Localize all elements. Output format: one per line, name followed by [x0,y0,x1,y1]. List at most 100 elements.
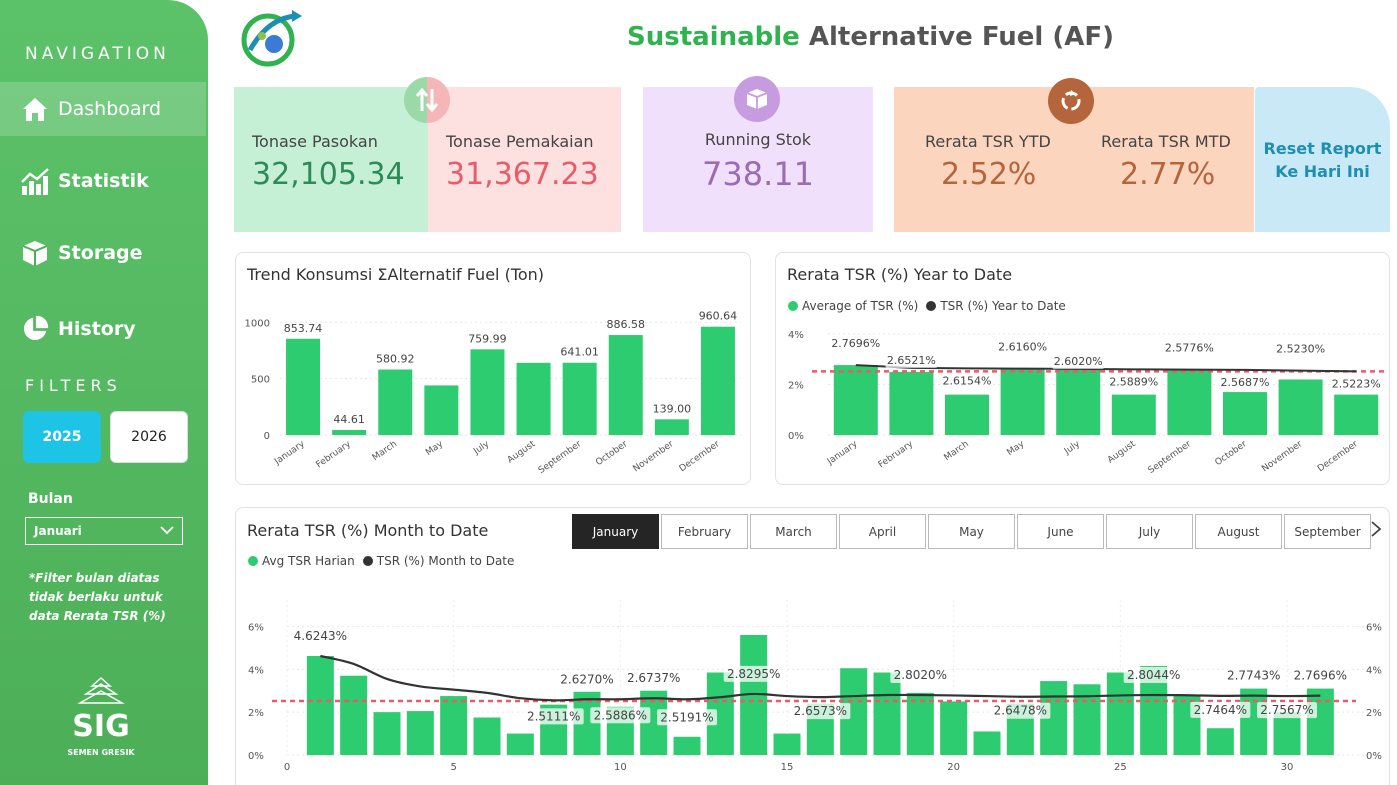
tab-may[interactable]: May [928,514,1015,549]
data-label-bg [1107,374,1160,390]
x-tick-label: 20 [947,762,960,773]
bar [306,656,334,755]
data-label-bg [1257,702,1317,719]
data-label: 44.61 [333,413,365,426]
data-label-bg [523,708,584,725]
data-label-bg [1190,701,1251,718]
data-label: 853.74 [284,322,323,335]
kpi-stok-label: Running Stok [704,130,812,149]
nav-item-label: History [58,318,136,340]
data-label-bg [1052,353,1105,369]
bar [773,733,801,755]
year-2026-button[interactable]: 2026 [110,411,188,463]
bar [516,362,551,435]
x-tick-label: March [371,439,399,463]
data-label: 641.01 [560,346,599,359]
legend: Avg TSR Harian TSR (%) Month to Date [248,554,514,568]
tab-april[interactable]: April [839,514,926,549]
bar [1334,394,1379,435]
data-label: 2.5776% [1165,342,1214,355]
kpi-stok-value: 738.11 [702,155,814,193]
year-2025-button[interactable]: 2025 [23,411,101,463]
x-tick-label: October [594,439,629,468]
y-tick-label: 0 [264,431,270,442]
legend-dot-ytd [926,301,937,311]
x-tick-label: September [1147,439,1194,476]
x-tick-label: 30 [1281,762,1294,773]
bar [945,394,989,435]
bar [1306,688,1334,755]
kpi-tsr-mtd-label: Rerata TSR MTD [1101,132,1231,151]
data-label: 2.6020% [1054,355,1103,368]
tab-july[interactable]: July [1106,514,1193,549]
legend-avg: Average of TSR (%) [802,299,919,313]
y-tick-label: 2% [788,381,804,392]
y-tick-label: 1000 [245,318,270,329]
bar [373,712,401,755]
data-label: 2.7464% [1194,703,1247,717]
tab-august[interactable]: August [1195,514,1282,549]
bar [973,731,1001,755]
x-tick-label: February [877,439,916,470]
data-label: 2.7567% [1260,703,1313,717]
nav-title: NAVIGATION [25,44,170,64]
bar [1073,684,1101,755]
bar [1223,392,1267,435]
nav-item-dashboard[interactable]: Dashboard [0,82,206,136]
box-icon [734,76,780,122]
chart-title: Rerata TSR (%) Month to Date [247,521,489,540]
reset-report-button[interactable]: Reset Report Ke Hari Ini [1255,87,1390,232]
bar [906,692,934,755]
tsr-mtd-panel: Rerata TSR (%) Month to Date Avg TSR Har… [235,507,1390,785]
nav-item-statistik[interactable]: Statistik [0,154,206,208]
legend-ytd: TSR (%) Year to Date [940,299,1066,313]
tsr-ytd-panel: Rerata TSR (%) Year to Date Average of T… [775,252,1390,485]
bar [440,696,468,755]
data-label: 4.6243% [294,629,347,643]
bar [673,736,701,755]
bar [1206,728,1234,755]
data-label-bg [990,702,1051,719]
tab-june[interactable]: June [1017,514,1104,549]
bar [562,362,597,435]
sidebar: NAVIGATION Dashboard Statistik Storage H… [0,0,208,785]
legend-dot-mtd [362,556,373,566]
kpi-pasokan-value: 32,105.34 [252,157,405,192]
data-label-bg [290,628,351,644]
trend-konsumsi-panel: Trend Konsumsi ΣAlternatif Fuel (Ton) 0 5… [235,252,751,485]
chart-title: Trend Konsumsi ΣAlternatif Fuel (Ton) [247,265,545,284]
legend-avg: Avg TSR Harian [262,554,355,568]
x-tick-label: March [943,439,971,463]
data-label: 2.5111% [527,709,580,723]
tab-january[interactable]: January [572,514,659,549]
data-label-bg [1123,667,1184,683]
tab-february[interactable]: February [661,514,748,549]
data-label: 2.5886% [594,708,647,722]
x-tick-label: 25 [1114,762,1127,773]
title-rest: Alternative Fuel (AF) [799,22,1115,52]
data-label: 2.6521% [887,354,936,367]
data-label: 139.00 [653,402,692,415]
y-tick-label: 6% [248,622,264,633]
data-label-bg [790,703,851,720]
data-label: 886.58 [607,318,646,331]
tsr-ytd-chart: 0% 2% 4% January February March May July August S… [788,330,1388,476]
bar [608,335,643,435]
x-tick-label: 5 [450,762,456,773]
data-label: 2.5889% [1109,375,1158,388]
bar [1106,672,1134,755]
data-label: 2.6573% [794,704,847,718]
tab-march[interactable]: March [750,514,837,549]
home-icon [20,94,50,124]
bulan-select[interactable]: Januari [25,517,183,545]
x-tick-label: November [631,439,675,474]
chevron-right-icon[interactable] [1370,519,1382,543]
nav-item-storage[interactable]: Storage [0,226,206,280]
kpi-pemakaian-card: Tonase Pemakaian 31,367.23 [428,87,621,232]
tab-september[interactable]: September [1284,514,1371,549]
box-icon [20,238,50,268]
chart-icon [20,166,50,196]
kpi-tsr-ytd-label: Rerata TSR YTD [925,132,1051,151]
nav-item-history[interactable]: History [0,302,206,356]
data-label-bg [829,336,882,352]
